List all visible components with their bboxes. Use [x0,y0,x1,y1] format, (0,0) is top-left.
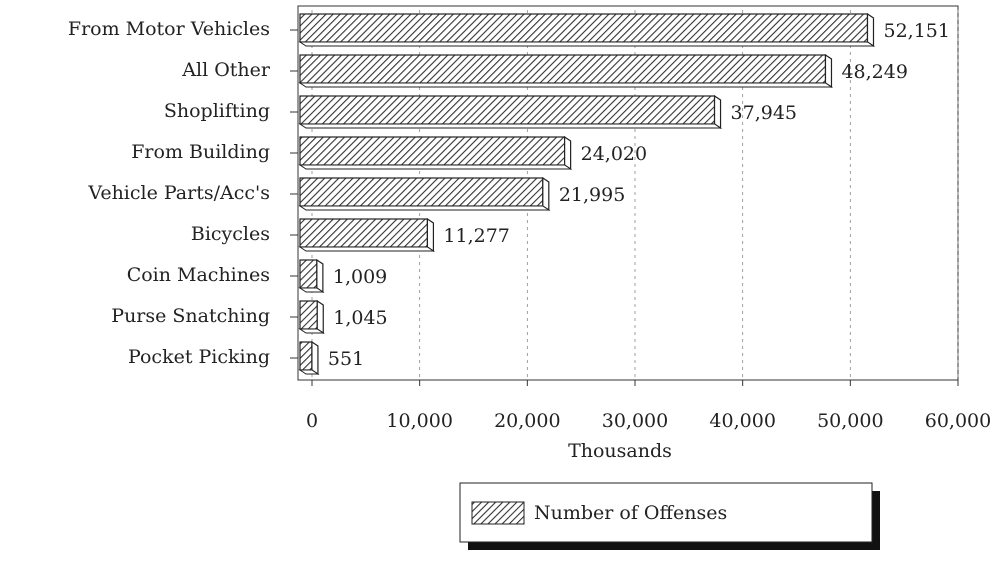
bar-side [542,176,550,212]
value-label: 24,020 [581,143,647,165]
bar [299,13,869,43]
bar [299,95,716,125]
y-tick-label: Purse Snatching [111,305,270,327]
y-tick-label: From Motor Vehicles [68,18,270,40]
bar-bottom [298,246,436,252]
x-tick-label: 40,000 [709,410,775,432]
y-tick-label: All Other [181,59,271,81]
bar [299,259,318,289]
legend-label: Number of Offenses [534,502,727,524]
bar-bottom [298,287,325,293]
bar-bottom [298,205,551,211]
bar-side [316,299,324,335]
value-label: 11,277 [443,225,509,247]
y-tick-label: Coin Machines [127,264,270,286]
bar-side [311,340,319,376]
x-tick-label: 20,000 [494,410,560,432]
bar-bottom [298,123,723,129]
bar-bottom [298,369,320,375]
value-label: 1,045 [333,307,387,329]
legend-box [459,482,873,543]
value-label: 551 [328,348,364,370]
legend-swatch [471,501,525,525]
x-tick-label: 30,000 [602,410,668,432]
bar-side [824,53,833,89]
y-tick-label: Bicycles [191,223,270,245]
bar-bottom [298,328,325,334]
bar [299,341,313,371]
x-tick-label: 50,000 [817,410,883,432]
bar-side [866,12,875,48]
bar-side [713,94,722,130]
value-label: 48,249 [841,61,907,83]
value-label: 21,995 [559,184,625,206]
x-tick-label: 60,000 [925,410,991,432]
bar-bottom [298,82,834,88]
bar-side [426,217,435,253]
bar [299,136,566,166]
y-tick-label: Pocket Picking [128,346,270,368]
y-tick-label: From Building [131,141,270,163]
bar [299,300,318,330]
bar [299,177,544,207]
value-label: 52,151 [883,20,949,42]
bar [299,218,429,248]
bar-bottom [298,164,573,170]
bar [299,54,827,84]
value-label: 1,009 [333,266,387,288]
value-label: 37,945 [731,102,797,124]
y-tick-label: Vehicle Parts/Acc's [87,182,270,204]
x-tick-label: 10,000 [386,410,452,432]
y-tick-label: Shoplifting [164,100,270,122]
bar-bottom [298,41,876,47]
bar-side [564,135,572,171]
bar-side [316,258,324,294]
x-axis-label: Thousands [568,440,672,462]
x-tick-label: 0 [306,410,318,432]
